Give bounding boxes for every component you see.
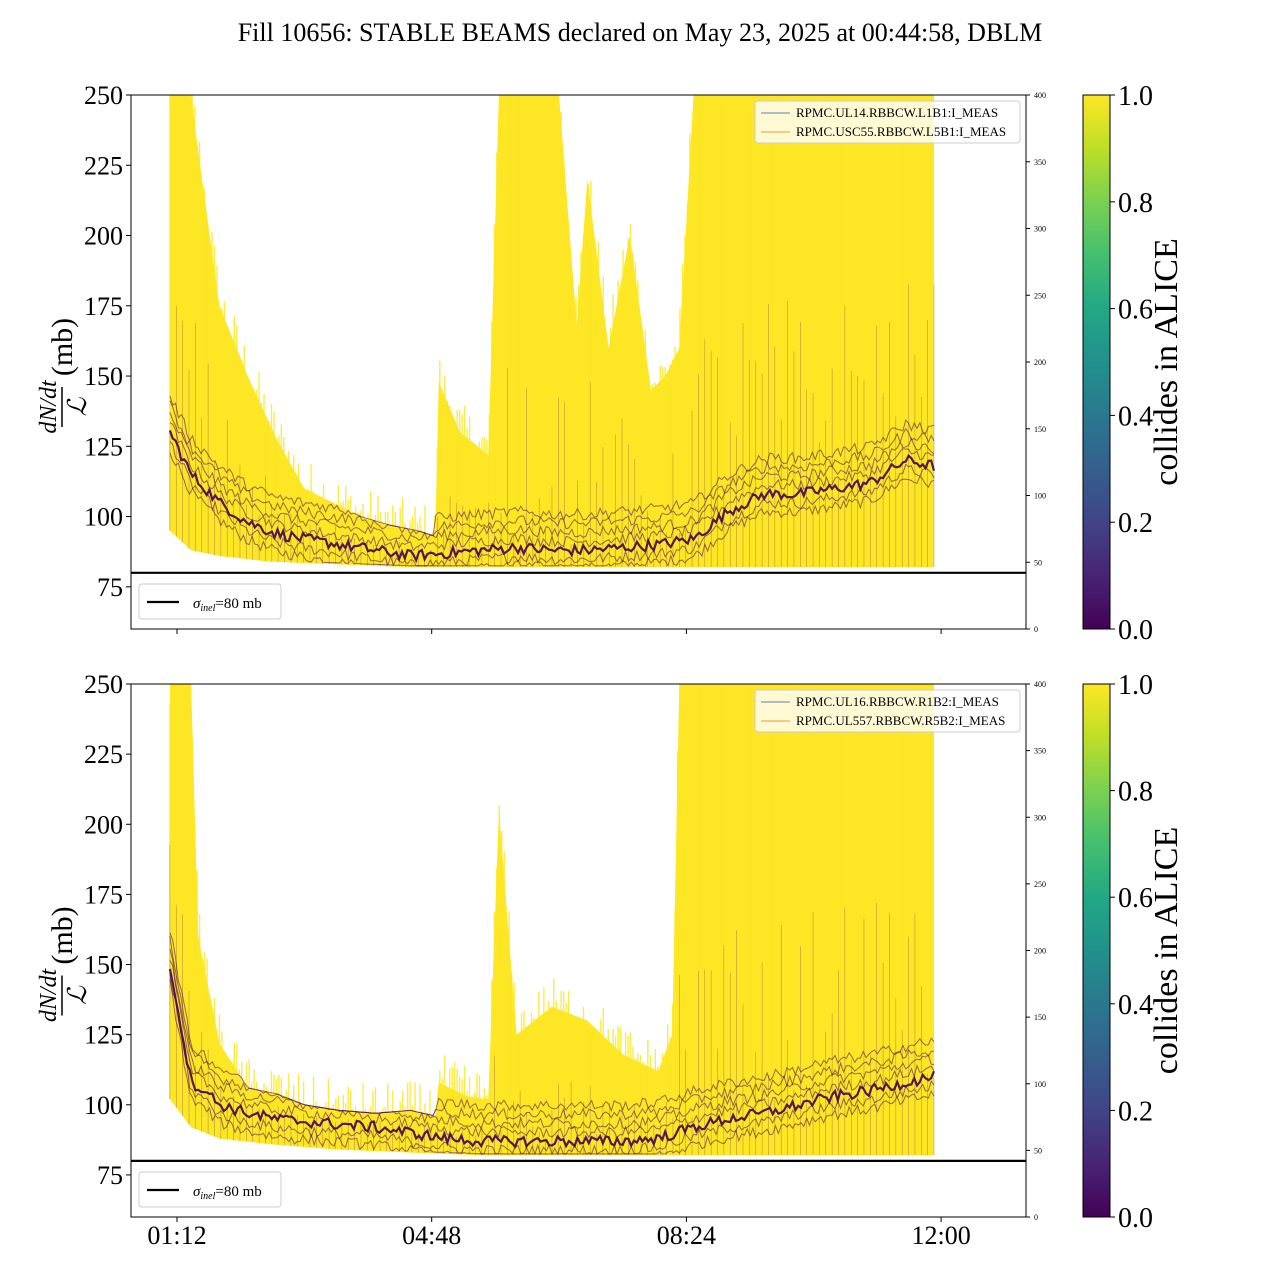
y-tick-label: 175 [84, 880, 123, 909]
y-tick-label: 250 [84, 670, 123, 699]
y-tick-label: 100 [84, 503, 123, 532]
reference-legend-label: σinel=80 mb [193, 596, 262, 614]
y-tick-label: 75 [97, 1161, 123, 1190]
x-tick-label: 12:00 [911, 1221, 970, 1250]
series-trace [169, 422, 935, 552]
series-trace [168, 968, 936, 1149]
x-tick-label: 08:24 [657, 1221, 716, 1250]
x-tick-label: 04:48 [402, 1221, 461, 1250]
legend-entry: RPMC.UL16.RBBCW.R1B2:I_MEAS [796, 694, 999, 709]
y2-tick-label: 200 [1034, 947, 1046, 956]
colorbar-tick-label: 0.2 [1118, 1096, 1153, 1127]
series-trace [169, 932, 935, 1117]
y2-tick-label: 100 [1034, 1080, 1046, 1089]
reference-legend: σinel=80 mb [138, 1171, 282, 1208]
y2-tick-label: 350 [1034, 158, 1046, 167]
series-legend: RPMC.UL16.RBBCW.R1B2:I_MEAS RPMC.UL557.RB… [754, 689, 1021, 733]
colorbar-tick-label: 0.0 [1118, 1203, 1153, 1234]
reference-legend-box [138, 1171, 282, 1208]
colorbar-tick-label: 0.8 [1118, 188, 1153, 219]
panels-group: 75 100 125 150 175 200 225 250 0 50 100 150 200 250 30… [36, 81, 1185, 1250]
series-trace [169, 440, 935, 567]
x-tick-label: 01:12 [147, 1221, 206, 1250]
colorbar-tick-label: 0.6 [1118, 883, 1153, 914]
y-axis-label: dN/dt ℒ (mb) [36, 906, 92, 1022]
series-trace [169, 412, 935, 543]
panel-top: 75 100 125 150 175 200 225 250 0 50 100 150 200 250 30… [36, 81, 1185, 646]
figure-title: Fill 10656: STABLE BEAMS declared on May… [237, 18, 1043, 47]
colorbar-label: collides in ALICE [1148, 238, 1185, 485]
y-tick-label: 125 [84, 432, 123, 461]
series-legend: RPMC.UL14.RBBCW.L1B1:I_MEAS RPMC.USC55.RB… [754, 100, 1021, 144]
reference-legend-label: σinel=80 mb [193, 1184, 262, 1202]
colorbar-tick-label: 0.4 [1118, 401, 1153, 432]
y-tick-label: 250 [84, 81, 123, 110]
y2-tick-label: 350 [1034, 747, 1046, 756]
colorbar-gradient [1082, 94, 1111, 630]
colorbar-tick-label: 0.4 [1118, 990, 1153, 1021]
y-axis-label: dN/dt ℒ (mb) [36, 318, 92, 434]
y-label-unit: (mb) [46, 318, 79, 376]
y2-tick-label: 300 [1034, 813, 1046, 822]
y-tick-label: 225 [84, 151, 123, 180]
reference-legend-box [138, 583, 282, 620]
y-tick-label: 150 [84, 362, 123, 391]
legend-entry: RPMC.UL557.RBBCW.R5B2:I_MEAS [796, 713, 1005, 728]
y-tick-label: 200 [84, 810, 123, 839]
y2-tick-label: 0 [1034, 625, 1038, 634]
colorbar-label: collides in ALICE [1148, 827, 1185, 1074]
y-tick-label: 75 [97, 573, 123, 602]
y2-tick-label: 0 [1034, 1213, 1038, 1222]
colorbar-tick-label: 0.8 [1118, 777, 1153, 808]
y2-tick-label: 300 [1034, 225, 1046, 234]
colorbar-tick-label: 0.6 [1118, 295, 1153, 326]
series-trace [169, 395, 935, 537]
legend-entry: RPMC.USC55.RBBCW.L5B1:I_MEAS [796, 124, 1006, 139]
legend-entry: RPMC.UL14.RBBCW.L1B1:I_MEAS [796, 105, 998, 120]
series-trace [169, 400, 935, 537]
panel-bottom: 75 100 125 150 175 200 225 250 0 50 100 150 200 250 30… [36, 670, 1185, 1250]
series-trace [169, 452, 935, 568]
plot-area [168, 95, 936, 568]
colorbar-tick-label: 0.0 [1118, 615, 1153, 646]
y2-tick-label: 100 [1034, 492, 1046, 501]
reference-legend: σinel=80 mb [138, 583, 282, 620]
legend-box [754, 100, 1021, 144]
y2-tick-label: 50 [1034, 1146, 1042, 1155]
y2-tick-label: 150 [1034, 1013, 1046, 1022]
y-tick-label: 175 [84, 292, 123, 321]
plot-area [168, 684, 936, 1156]
y2-tick-label: 250 [1034, 880, 1046, 889]
colorbar-label-group: collides in ALICE [1148, 827, 1185, 1074]
colorbar: 0.0 0.2 0.4 0.6 0.8 1.0 collides in ALICE [1082, 670, 1185, 1234]
y-label-denominator: ℒ [63, 985, 92, 1005]
colorbar-tick-label: 1.0 [1118, 81, 1153, 112]
y-tick-label: 225 [84, 740, 123, 769]
y-tick-label: 200 [84, 222, 123, 251]
colorbar: 0.0 0.2 0.4 0.6 0.8 1.0 collides in ALICE [1082, 81, 1185, 646]
y-tick-label: 100 [84, 1091, 123, 1120]
y-tick-label: 150 [84, 951, 123, 980]
y2-tick-label: 200 [1034, 358, 1046, 367]
y2-tick-label: 50 [1034, 558, 1042, 567]
colorbar-tick-label: 1.0 [1118, 670, 1153, 701]
y-label-unit: (mb) [46, 906, 79, 964]
colorbar-label-group: collides in ALICE [1148, 238, 1185, 485]
legend-box [754, 689, 1021, 733]
y-label-numerator: dN/dt [36, 967, 62, 1022]
series-trace [169, 948, 935, 1130]
y2-tick-label: 400 [1034, 680, 1046, 689]
y2-tick-label: 150 [1034, 425, 1046, 434]
y-label-numerator: dN/dt [36, 379, 62, 434]
series-fill [169, 95, 935, 568]
colorbar-tick-label: 0.2 [1118, 508, 1153, 539]
y2-tick-label: 400 [1034, 91, 1046, 100]
y2-tick-label: 250 [1034, 291, 1046, 300]
y-label-denominator: ℒ [63, 396, 92, 416]
series-fill [169, 684, 935, 1156]
y-tick-label: 125 [84, 1021, 123, 1050]
series-trace [169, 973, 935, 1156]
colorbar-gradient [1082, 683, 1111, 1218]
